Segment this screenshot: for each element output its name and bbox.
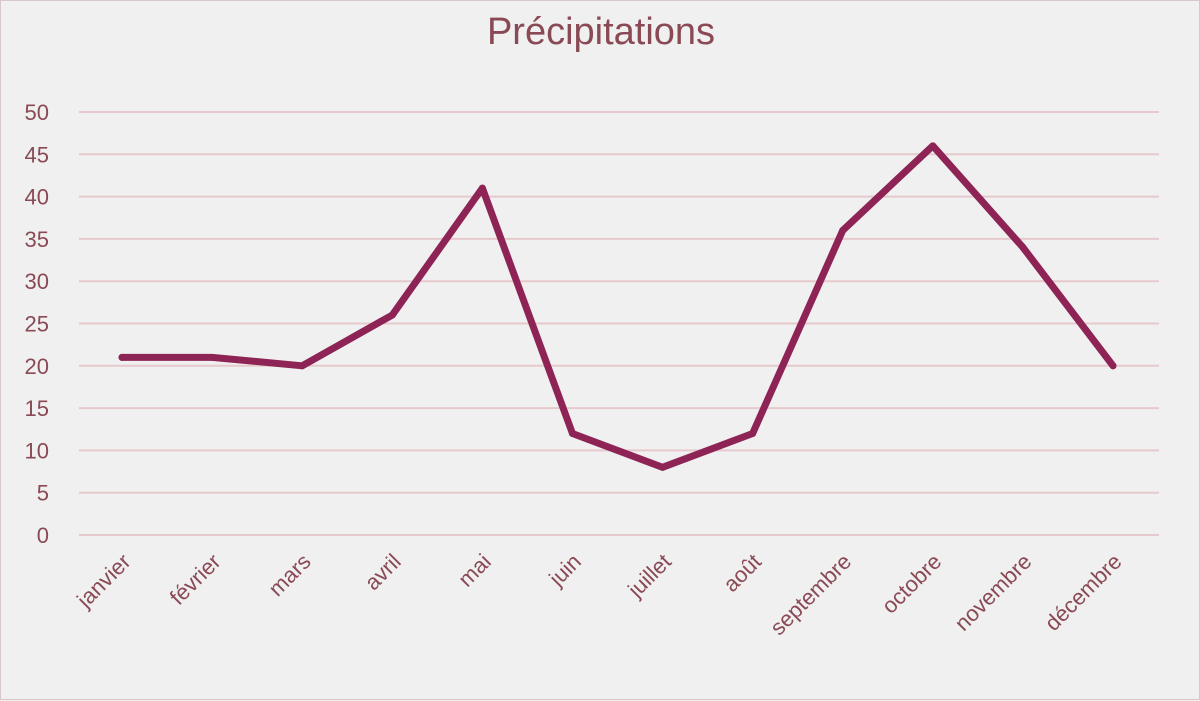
x-tick-label-0: janvier bbox=[71, 549, 135, 613]
x-tick-label-11: décembre bbox=[1040, 549, 1127, 636]
x-tick-label-6: juillet bbox=[622, 549, 676, 603]
data-point-avril bbox=[388, 311, 396, 319]
y-tick-label-40: 40 bbox=[25, 185, 49, 210]
data-point-décembre bbox=[1109, 362, 1117, 370]
x-tick-label-2: mars bbox=[263, 549, 315, 601]
data-point-mars bbox=[298, 362, 306, 370]
y-tick-label-0: 0 bbox=[37, 523, 49, 548]
data-point-mai bbox=[478, 184, 486, 192]
x-tick-label-5: juin bbox=[543, 549, 586, 592]
chart-title: Précipitations bbox=[486, 11, 716, 53]
x-tick-label-7: août bbox=[718, 549, 766, 597]
data-point-septembre bbox=[839, 226, 847, 234]
y-tick-label-25: 25 bbox=[25, 312, 49, 337]
x-tick-label-1: février bbox=[165, 549, 226, 610]
y-tick-label-20: 20 bbox=[25, 354, 49, 379]
y-tick-label-50: 50 bbox=[25, 100, 49, 125]
data-point-novembre bbox=[1019, 243, 1027, 251]
x-tick-label-8: septembre bbox=[765, 549, 856, 640]
y-tick-label-10: 10 bbox=[25, 438, 49, 463]
y-tick-label-15: 15 bbox=[25, 396, 49, 421]
data-point-juillet bbox=[659, 463, 667, 471]
data-point-août bbox=[749, 429, 757, 437]
y-tick-label-45: 45 bbox=[25, 142, 49, 167]
data-point-février bbox=[208, 353, 216, 361]
y-tick-label-30: 30 bbox=[25, 269, 49, 294]
x-tick-label-10: novembre bbox=[950, 549, 1037, 636]
y-tick-label-35: 35 bbox=[25, 227, 49, 252]
data-point-octobre bbox=[929, 142, 937, 150]
x-tick-label-9: octobre bbox=[877, 549, 947, 619]
data-point-janvier bbox=[118, 353, 126, 361]
y-tick-label-5: 5 bbox=[37, 481, 49, 506]
x-tick-label-3: avril bbox=[360, 549, 406, 595]
data-point-juin bbox=[568, 429, 576, 437]
series-line-0 bbox=[118, 142, 1117, 471]
x-tick-label-4: mai bbox=[453, 549, 496, 592]
